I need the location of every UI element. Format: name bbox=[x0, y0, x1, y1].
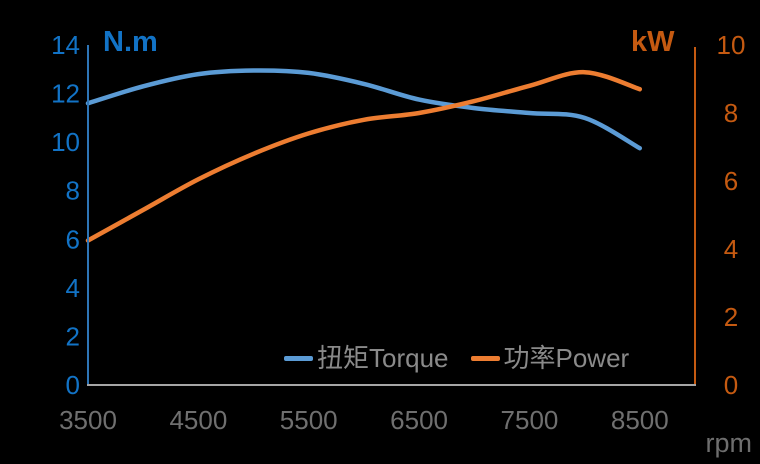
left-axis-tick-label: 6 bbox=[66, 224, 80, 254]
x-axis-tick-label: 4500 bbox=[169, 405, 227, 435]
legend-item-power: 功率Power bbox=[470, 343, 630, 373]
left-axis-tick-label: 8 bbox=[66, 176, 80, 206]
left-axis-tick-label: 0 bbox=[66, 370, 80, 400]
right-axis-tick-label: 0 bbox=[724, 370, 738, 400]
torque-legend-marker bbox=[284, 355, 313, 361]
right-axis-tick-label: 4 bbox=[724, 234, 738, 264]
left-axis-tick-label: 2 bbox=[66, 321, 80, 351]
left-axis-tick-label: 10 bbox=[51, 127, 80, 157]
x-axis-tick-label: 3500 bbox=[59, 405, 117, 435]
right-axis-tick-label: 2 bbox=[724, 302, 738, 332]
right-axis-tick-label: 8 bbox=[724, 98, 738, 128]
left-axis-tick-label: 14 bbox=[51, 30, 80, 60]
x-axis-tick-label: 6500 bbox=[390, 405, 448, 435]
x-axis-tick-label: 8500 bbox=[611, 405, 669, 435]
x-axis-tick-label: 5500 bbox=[280, 405, 338, 435]
x-axis-tick-label: 7500 bbox=[501, 405, 559, 435]
torque-legend-label: 扭矩Torque bbox=[317, 343, 449, 373]
x-axis-unit-label: rpm bbox=[705, 428, 753, 458]
power-series-line bbox=[85, 69, 643, 243]
legend-item-torque: 扭矩Torque bbox=[284, 345, 449, 371]
right-axis-title: kW bbox=[631, 26, 675, 58]
left-axis-tick-label: 4 bbox=[66, 273, 80, 303]
left-axis-tick-label: 12 bbox=[51, 79, 80, 109]
torque-series-line bbox=[85, 68, 643, 151]
left-axis-title: N.m bbox=[103, 26, 158, 58]
right-axis-tick-label: 10 bbox=[717, 30, 746, 60]
right-axis-tick-label: 6 bbox=[724, 166, 738, 196]
power-legend-label: 功率Power bbox=[503, 343, 630, 373]
power-legend-marker bbox=[470, 355, 500, 361]
legend: 扭矩Torque 功率Power bbox=[284, 344, 629, 372]
